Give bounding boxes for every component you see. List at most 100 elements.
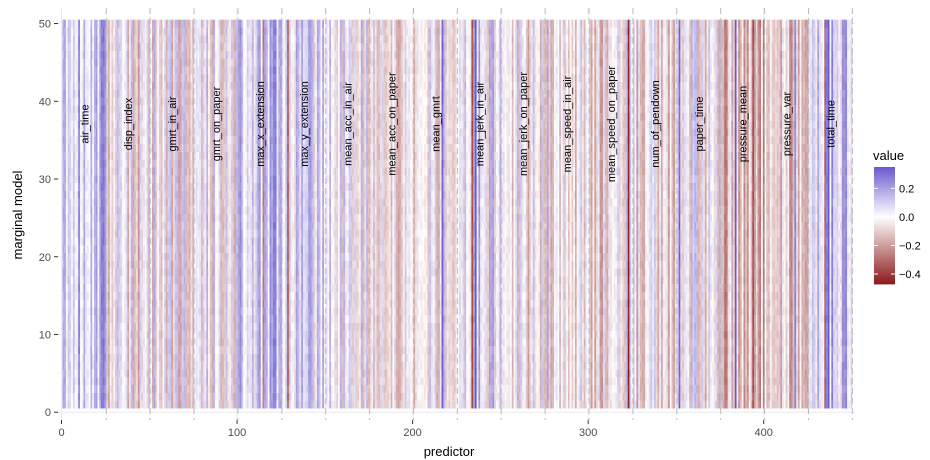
- heatmap-cell: [124, 268, 126, 276]
- heatmap-cell: [224, 401, 226, 409]
- heatmap-cell: [220, 292, 222, 300]
- heatmap-cell: [227, 338, 229, 346]
- heatmap-cell: [136, 261, 138, 269]
- heatmap-cell: [113, 261, 115, 269]
- heatmap-cell: [169, 338, 171, 346]
- heatmap-cell: [78, 315, 80, 323]
- heatmap-cell: [134, 191, 136, 199]
- heatmap-cell: [134, 74, 136, 82]
- heatmap-cell: [115, 377, 117, 385]
- heatmap-cell: [68, 214, 70, 222]
- heatmap-cell: [161, 175, 163, 183]
- heatmap-cell: [227, 105, 229, 113]
- heatmap-cell: [75, 214, 77, 222]
- heatmap-cell: [97, 90, 99, 98]
- heatmap-cell: [212, 338, 214, 346]
- heatmap-cell: [101, 113, 103, 121]
- heatmap-cell: [92, 183, 94, 191]
- heatmap-cell: [69, 35, 71, 43]
- heatmap-cell: [217, 385, 219, 393]
- heatmap-cell: [171, 292, 173, 300]
- heatmap-cell: [155, 35, 157, 43]
- heatmap-cell: [96, 354, 98, 362]
- heatmap-cell: [178, 354, 180, 362]
- heatmap-cell: [164, 292, 166, 300]
- heatmap-cell: [201, 245, 203, 253]
- heatmap-cell: [178, 90, 180, 98]
- heatmap-cell: [110, 268, 112, 276]
- heatmap-cell: [92, 136, 94, 144]
- heatmap-cell: [133, 206, 135, 214]
- heatmap-cell: [78, 74, 80, 82]
- heatmap-cell: [94, 331, 96, 339]
- heatmap-cell: [168, 331, 170, 339]
- heatmap-cell: [166, 338, 168, 346]
- heatmap-cell: [159, 261, 161, 269]
- heatmap-cell: [68, 105, 70, 113]
- heatmap-cell: [96, 136, 98, 144]
- heatmap-cell: [210, 401, 212, 409]
- heatmap-cell: [189, 253, 191, 261]
- heatmap-cell: [126, 253, 128, 261]
- heatmap-cell: [159, 393, 161, 401]
- heatmap-cell: [76, 369, 78, 377]
- heatmap-cell: [136, 323, 138, 331]
- heatmap-cell: [141, 51, 143, 59]
- heatmap-cell: [162, 74, 164, 82]
- heatmap-cell: [66, 284, 68, 292]
- heatmap-cell: [171, 51, 173, 59]
- heatmap-cell: [162, 136, 164, 144]
- heatmap-cell: [136, 338, 138, 346]
- heatmap-cell: [217, 253, 219, 261]
- heatmap-cell: [231, 152, 233, 160]
- heatmap-cell: [97, 144, 99, 152]
- heatmap-cell: [115, 300, 117, 308]
- heatmap-cell: [113, 292, 115, 300]
- heatmap-cell: [159, 82, 161, 90]
- heatmap-cell: [94, 292, 96, 300]
- heatmap-cell: [99, 276, 101, 284]
- heatmap-cell: [117, 284, 119, 292]
- heatmap-cell: [62, 331, 64, 339]
- heatmap-cell: [224, 222, 226, 230]
- heatmap-cell: [168, 230, 170, 238]
- heatmap-cell: [184, 82, 186, 90]
- heatmap-cell: [220, 43, 222, 51]
- heatmap-cell: [101, 51, 103, 59]
- heatmap-cell: [89, 245, 91, 253]
- heatmap-cell: [73, 82, 75, 90]
- heatmap-cell: [66, 393, 68, 401]
- heatmap-cell: [220, 175, 222, 183]
- heatmap-cell: [213, 369, 215, 377]
- heatmap-cell: [126, 261, 128, 269]
- heatmap-cell: [122, 82, 124, 90]
- heatmap-cell: [66, 354, 68, 362]
- heatmap-cell: [227, 315, 229, 323]
- heatmap-cell: [161, 160, 163, 168]
- heatmap-cell: [224, 97, 226, 105]
- heatmap-cell: [219, 323, 221, 331]
- heatmap-cell: [212, 261, 214, 269]
- heatmap-cell: [76, 121, 78, 129]
- heatmap-cell: [224, 160, 226, 168]
- heatmap-cell: [90, 144, 92, 152]
- heatmap-cell: [134, 338, 136, 346]
- heatmap-cell: [136, 315, 138, 323]
- heatmap-cell: [92, 74, 94, 82]
- heatmap-cell: [154, 27, 156, 35]
- heatmap-cell: [69, 27, 71, 35]
- heatmap-cell: [219, 268, 221, 276]
- heatmap-cell: [154, 214, 156, 222]
- heatmap-cell: [147, 20, 149, 28]
- heatmap-cell: [140, 27, 142, 35]
- heatmap-cell: [147, 198, 149, 206]
- heatmap-cell: [101, 362, 103, 370]
- heatmap-cell: [180, 362, 182, 370]
- heatmap-cell: [143, 315, 145, 323]
- heatmap-cell: [184, 214, 186, 222]
- heatmap-cell: [201, 43, 203, 51]
- heatmap-cell: [219, 338, 221, 346]
- heatmap-cell: [213, 222, 215, 230]
- heatmap-cell: [83, 369, 85, 377]
- heatmap-cell: [180, 35, 182, 43]
